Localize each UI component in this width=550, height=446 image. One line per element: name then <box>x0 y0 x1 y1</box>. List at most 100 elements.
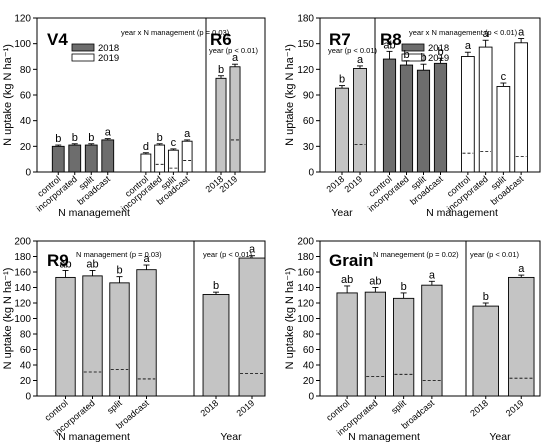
bar <box>353 68 367 173</box>
bar <box>167 149 179 173</box>
y-tick-label: 200 <box>14 237 31 248</box>
significance-letter: a <box>105 127 112 139</box>
y-tick-label: 0 <box>308 392 314 403</box>
legend-swatch <box>71 53 95 62</box>
panel-bl: 0 20 40 60 80 100 120 140 160 180 200 N uptake (kg … <box>2 237 266 443</box>
y-tick-label: 20 <box>20 376 32 387</box>
stage-label: R7 <box>329 30 351 49</box>
y-tick-label: 180 <box>297 14 314 25</box>
significance-letter: b <box>420 52 426 64</box>
x-axis-label: N management <box>426 207 498 219</box>
stage-label: R9 <box>47 251 69 270</box>
y-tick-label: 0 <box>308 168 314 179</box>
significance-letter: ab <box>59 258 71 270</box>
y-axis-label: N uptake (kg N ha⁻¹) <box>2 268 14 370</box>
y-tick-label: 60 <box>20 91 32 102</box>
bar <box>399 64 414 173</box>
significance-letter: a <box>465 40 472 52</box>
legend-swatch <box>401 43 425 52</box>
x-tick-label: split <box>105 398 124 416</box>
y-tick-label: 150 <box>297 39 314 50</box>
significance-letter: a <box>184 128 191 140</box>
y-tick-label: 120 <box>297 299 314 310</box>
significance-annotation: year (p < 0.01) <box>470 250 519 259</box>
significance-letter: b <box>218 64 224 76</box>
significance-letter: b <box>483 291 489 303</box>
significance-letter: a <box>357 54 364 66</box>
x-axis-label: N management <box>58 207 130 219</box>
x-tick-label: 2019 <box>343 174 365 195</box>
stage-label: R6 <box>210 30 232 49</box>
y-tick-label: 30 <box>303 142 315 153</box>
bar <box>421 284 443 397</box>
significance-annotation: N manegement (p = 0.02) <box>373 250 459 259</box>
x-tick-label: 2019 <box>235 398 257 419</box>
bar <box>68 144 82 173</box>
significance-letter: b <box>116 265 122 277</box>
bar <box>496 85 511 173</box>
stage-label: V4 <box>47 30 68 49</box>
y-tick-label: 120 <box>14 14 31 25</box>
significance-letter: b <box>213 280 219 292</box>
significance-letter: b <box>157 132 163 144</box>
significance-letter: a <box>483 28 490 40</box>
x-axis-label: Year <box>220 431 242 443</box>
x-tick-label: 2018 <box>468 398 490 419</box>
significance-letter: b <box>403 49 409 61</box>
bar <box>393 297 415 397</box>
bar <box>238 257 266 397</box>
y-tick-label: 100 <box>14 314 31 325</box>
y-tick-label: 20 <box>303 376 315 387</box>
significance-annotation: year x N management (p < 0.01) <box>409 28 518 37</box>
legend-label: 2018 <box>98 43 119 54</box>
significance-letter: b <box>88 132 94 144</box>
bar <box>136 269 157 397</box>
significance-annotation: year (p < 0.01) <box>328 46 377 55</box>
y-axis-label: N uptake (kg N ha⁻¹) <box>284 268 296 370</box>
significance-letter: a <box>232 52 239 64</box>
x-axis-label: Year <box>489 431 511 443</box>
x-tick-label: 2018 <box>199 398 221 419</box>
bar <box>215 77 227 173</box>
legend-swatch <box>71 43 95 52</box>
x-tick-label: 2018 <box>325 174 347 195</box>
y-tick-label: 140 <box>14 283 31 294</box>
significance-letter: a <box>249 244 256 256</box>
significance-letter: c <box>171 137 177 149</box>
bar <box>416 69 431 173</box>
significance-letter: b <box>437 46 443 58</box>
y-tick-label: 120 <box>14 299 31 310</box>
x-axis-label: N management <box>58 431 130 443</box>
bar <box>472 305 499 397</box>
significance-letter: b <box>72 132 78 144</box>
y-tick-label: 80 <box>20 65 32 76</box>
bar <box>181 140 193 173</box>
bar <box>154 144 166 173</box>
significance-letter: b <box>401 281 407 293</box>
y-tick-label: 140 <box>297 283 314 294</box>
x-axis-label: N management <box>348 431 420 443</box>
y-tick-label: 40 <box>20 116 32 127</box>
significance-annotation: year (p < 0.01) <box>203 250 252 259</box>
y-tick-label: 160 <box>14 268 31 279</box>
significance-annotation: year (p < 0.01) <box>209 46 258 55</box>
y-tick-label: 80 <box>303 330 315 341</box>
y-tick-label: 180 <box>297 252 314 263</box>
significance-letter: a <box>429 269 436 281</box>
y-tick-label: 100 <box>14 39 31 50</box>
legend-label: 2019 <box>98 53 119 64</box>
bar <box>84 144 98 173</box>
significance-letter: ab <box>383 39 395 51</box>
y-tick-label: 0 <box>25 392 31 403</box>
significance-annotation: year x N management (p = 0.03) <box>121 28 230 37</box>
y-tick-label: 60 <box>303 116 315 127</box>
bar <box>109 282 130 397</box>
bar <box>51 145 65 173</box>
legend-label: 2018 <box>428 43 449 54</box>
y-tick-label: 20 <box>20 142 32 153</box>
y-axis-label: N uptake (kg N ha⁻¹) <box>284 44 296 146</box>
bar <box>382 58 397 173</box>
bar <box>229 66 241 173</box>
